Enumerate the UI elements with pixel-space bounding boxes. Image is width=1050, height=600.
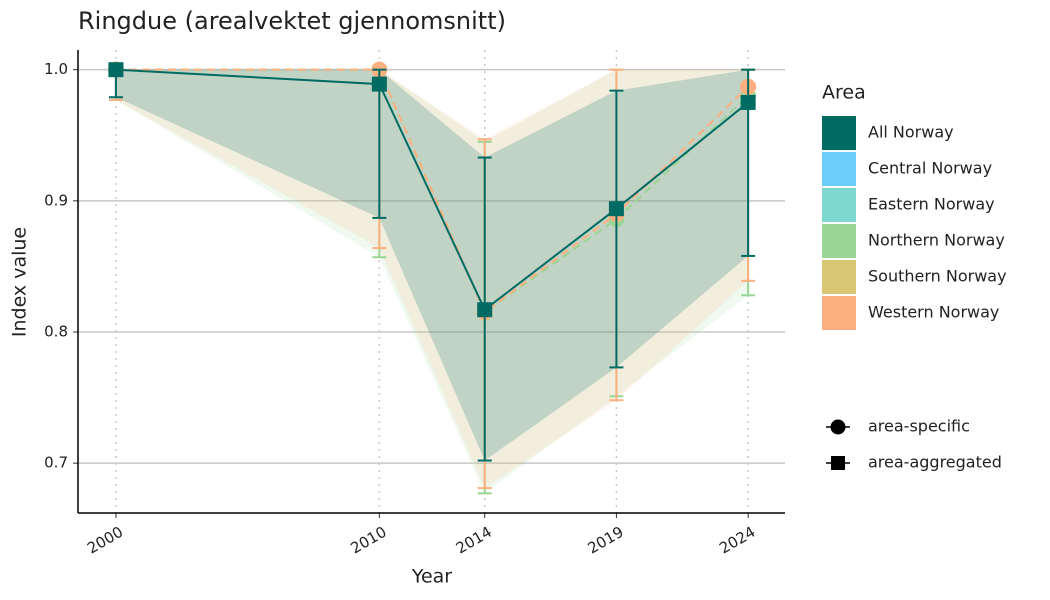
- legend-label: All Norway: [868, 123, 954, 142]
- confidence-ribbon: [115, 69, 749, 494]
- legend-shape: [830, 419, 846, 435]
- x-tick-label: 2019: [585, 523, 627, 558]
- confidence-ribbon: [115, 69, 749, 461]
- legend-label: Northern Norway: [868, 231, 1005, 250]
- legend-swatch: [822, 152, 856, 186]
- legend-label: Western Norway: [868, 303, 999, 322]
- x-tick-label: 2000: [84, 523, 126, 558]
- point: [108, 62, 124, 78]
- point: [608, 201, 624, 217]
- legend-label: area-aggregated: [868, 453, 1002, 472]
- x-tick-label: 2024: [716, 523, 758, 558]
- y-tick-label: 0.9: [44, 191, 68, 209]
- y-tick-label: 0.8: [44, 322, 68, 340]
- legend-shape: [831, 456, 845, 470]
- legend-swatch: [822, 188, 856, 222]
- legend-swatch: [822, 224, 856, 258]
- legend-label: Southern Norway: [868, 267, 1007, 286]
- legend-swatch: [822, 296, 856, 330]
- legend-label: Eastern Norway: [868, 195, 995, 214]
- legend-title: Area: [822, 82, 866, 104]
- x-tick-label: 2014: [453, 523, 495, 558]
- legend-label: area-specific: [868, 417, 970, 436]
- point: [477, 302, 493, 318]
- legend-swatch: [822, 260, 856, 294]
- x-axis-label: Year: [411, 566, 452, 588]
- point: [371, 76, 387, 92]
- legend-label: Central Norway: [868, 159, 992, 178]
- y-axis-label: Index value: [9, 227, 31, 337]
- confidence-ribbon: [115, 69, 749, 489]
- point: [740, 94, 756, 110]
- y-tick-label: 1.0: [44, 60, 68, 78]
- x-tick-label: 2010: [348, 523, 390, 558]
- y-tick-label: 0.7: [44, 454, 68, 472]
- chart-title: Ringdue (arealvektet gjennomsnitt): [78, 7, 506, 35]
- legend-swatch: [822, 116, 856, 150]
